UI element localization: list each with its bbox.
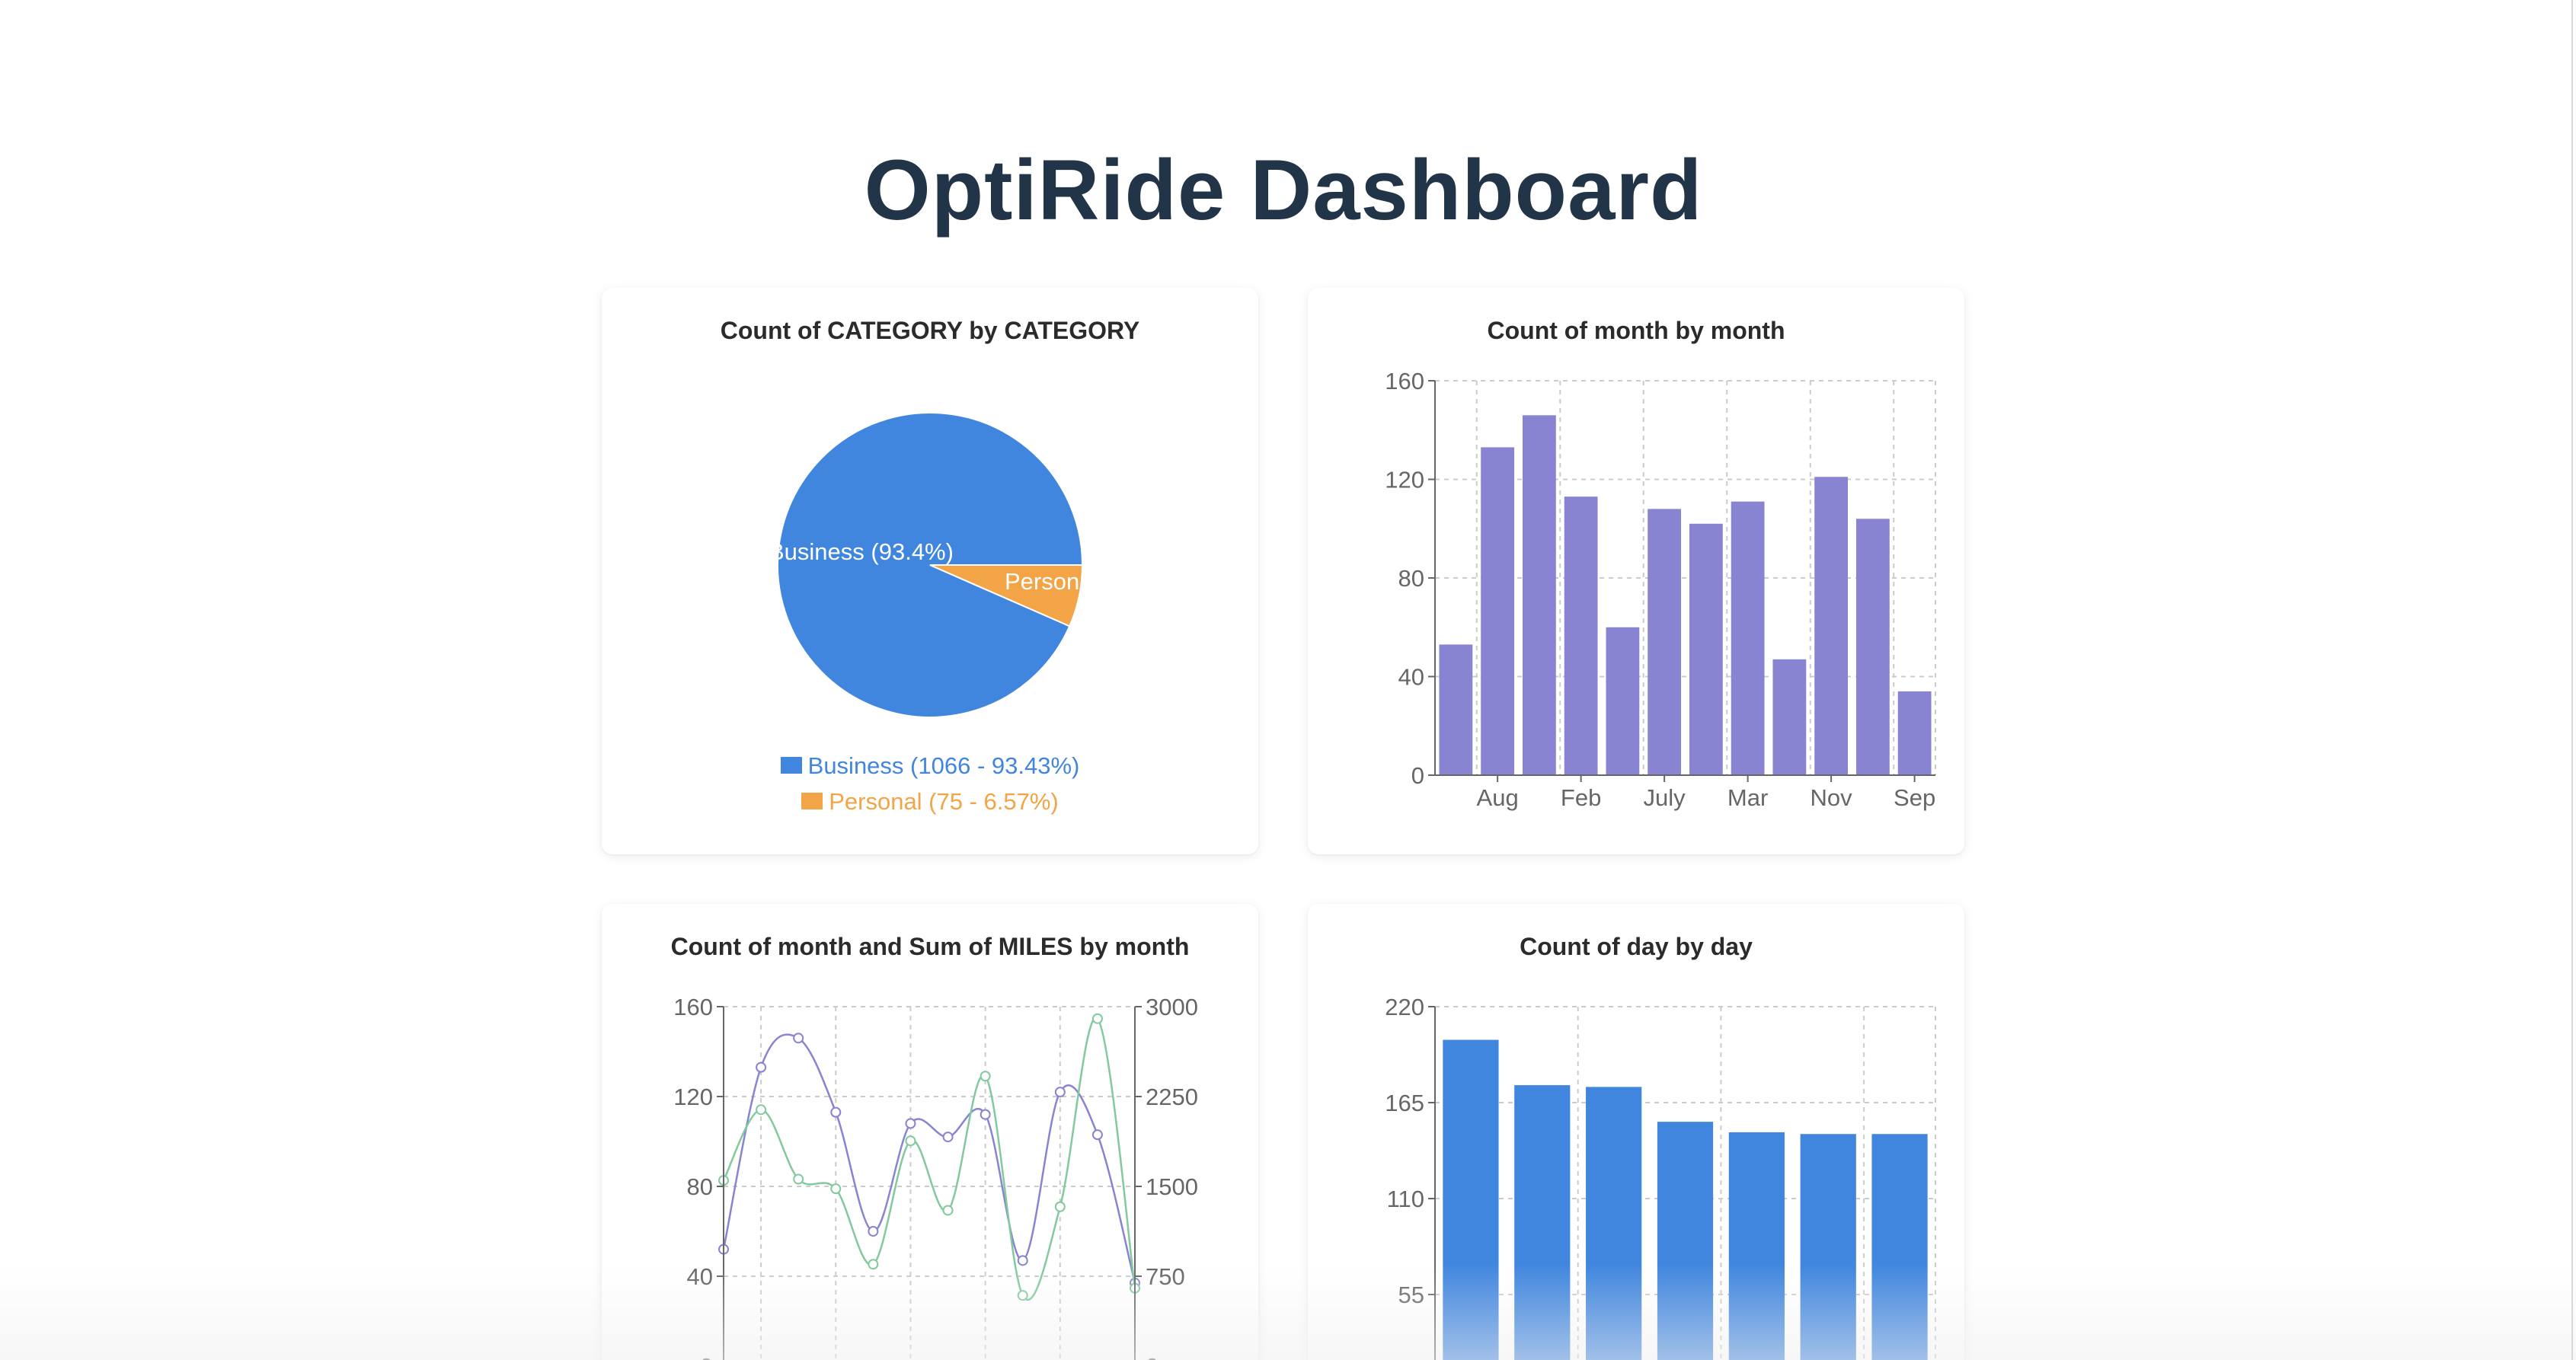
legend-item-business[interactable]: Business (1066 - 93.43%) bbox=[602, 748, 1258, 784]
y-tick-label: 0 bbox=[1411, 762, 1424, 789]
bar-Feb bbox=[1564, 496, 1598, 775]
pie-slice-personal bbox=[929, 564, 1084, 627]
bar-Dec bbox=[1522, 415, 1556, 775]
month-miles-line-chart: 0 40 80 120 160 0 750 1500 2250 3000 bbox=[673, 994, 1198, 1360]
category-pie-card: Count of CATEGORY by CATEGORY Business (… bbox=[602, 288, 1258, 854]
series-point-0 bbox=[1017, 1255, 1028, 1266]
y-tick-label-right: 3000 bbox=[1146, 994, 1198, 1020]
pie-slice-label-business: Business (93.4%) bbox=[769, 538, 954, 565]
series-line-0 bbox=[722, 1033, 1136, 1284]
series-point-1 bbox=[793, 1173, 804, 1185]
bar-Nov bbox=[1814, 477, 1849, 775]
y-tick-label-right: 750 bbox=[1146, 1263, 1185, 1290]
scrollbar-track[interactable] bbox=[2571, 0, 2573, 1360]
y-tick-label-left: 160 bbox=[673, 994, 713, 1020]
y-tick-label: 55 bbox=[1398, 1282, 1424, 1308]
legend-swatch-business bbox=[780, 756, 802, 774]
y-tick-label: 160 bbox=[1385, 368, 1424, 394]
y-tick-label-left: 0 bbox=[700, 1353, 713, 1360]
x-tick-label: Feb bbox=[1561, 784, 1601, 811]
chart-title: Count of month by month bbox=[1487, 317, 1785, 344]
bar-May bbox=[1772, 659, 1807, 775]
y-tick-label-left: 80 bbox=[687, 1173, 713, 1200]
series-point-1 bbox=[1054, 1201, 1066, 1212]
bar-d4 bbox=[1657, 1122, 1714, 1360]
series-point-0 bbox=[980, 1109, 991, 1120]
category-pie-chart: Business (93.4%) Personal (6.6%) bbox=[769, 412, 1174, 718]
bar-Jan bbox=[1439, 644, 1473, 775]
series-point-1 bbox=[868, 1259, 879, 1270]
x-tick-label: Aug bbox=[1477, 784, 1519, 811]
month-bar-card: Count of month by month 0 40 80 120 160 Aug Fe… bbox=[1308, 288, 1964, 854]
series-point-0 bbox=[1054, 1087, 1066, 1098]
series-point-0 bbox=[793, 1033, 804, 1044]
y-tick-label: 120 bbox=[1385, 467, 1424, 493]
y-tick-label-left: 120 bbox=[673, 1084, 713, 1110]
y-tick-label: 165 bbox=[1385, 1090, 1424, 1116]
bar-d2 bbox=[1514, 1085, 1571, 1360]
legend-label-personal: Personal (75 - 6.57%) bbox=[829, 788, 1059, 815]
page-title: OptiRide Dashboard bbox=[864, 142, 1703, 238]
chart-title: Count of CATEGORY by CATEGORY bbox=[720, 317, 1140, 344]
series-point-0 bbox=[756, 1062, 767, 1073]
series-point-1 bbox=[1017, 1290, 1028, 1301]
bar-d6 bbox=[1800, 1134, 1856, 1360]
series-point-1 bbox=[905, 1135, 916, 1147]
x-tick-label: July bbox=[1644, 784, 1686, 811]
series-point-0 bbox=[942, 1132, 954, 1143]
bar-d5 bbox=[1728, 1132, 1785, 1360]
chart-title: Count of day by day bbox=[1520, 933, 1753, 960]
series-point-1 bbox=[756, 1104, 767, 1116]
month-miles-line-card: Count of month and Sum of MILES by month… bbox=[602, 904, 1258, 1360]
x-tick-label: Nov bbox=[1811, 784, 1853, 811]
bar-d3 bbox=[1586, 1087, 1642, 1360]
pie-legend: Business (1066 - 93.43%) Personal (75 - … bbox=[602, 748, 1258, 819]
pie-slice-label-personal: Personal (6.6%) bbox=[1005, 568, 1174, 595]
bar-Mar bbox=[1731, 501, 1765, 775]
series-point-0 bbox=[868, 1226, 879, 1237]
x-tick-label: Mar bbox=[1727, 784, 1768, 811]
bar-Oct bbox=[1855, 519, 1890, 775]
y-tick-label-right: 0 bbox=[1146, 1353, 1159, 1360]
series-point-0 bbox=[830, 1106, 842, 1118]
bar-July bbox=[1648, 509, 1682, 775]
series-point-0 bbox=[1091, 1129, 1103, 1141]
y-tick-label-left: 40 bbox=[687, 1263, 713, 1290]
legend-label-business: Business (1066 - 93.43%) bbox=[807, 752, 1080, 779]
series-line-1 bbox=[722, 1017, 1136, 1301]
y-tick-label: 220 bbox=[1385, 994, 1424, 1020]
y-tick-label: 110 bbox=[1387, 1186, 1424, 1212]
bar-d7 bbox=[1871, 1134, 1928, 1360]
bar-Jun bbox=[1606, 627, 1640, 775]
legend-item-personal[interactable]: Personal (75 - 6.57%) bbox=[602, 784, 1258, 819]
day-bar-chart: 055110165220 bbox=[1385, 994, 1936, 1360]
bar-Apr bbox=[1689, 523, 1723, 775]
y-tick-label: 40 bbox=[1398, 664, 1424, 691]
y-tick-label-right: 1500 bbox=[1146, 1173, 1198, 1200]
series-point-1 bbox=[1091, 1013, 1103, 1024]
x-tick-label: Sep bbox=[1894, 784, 1935, 811]
series-point-1 bbox=[942, 1205, 954, 1216]
y-tick-label-right: 2250 bbox=[1146, 1084, 1198, 1110]
pie-labels: Business (93.4%) Personal (6.6%) bbox=[769, 538, 1174, 595]
y-tick-label: 80 bbox=[1398, 565, 1424, 592]
bar-Aug bbox=[1481, 447, 1515, 775]
series-point-1 bbox=[830, 1183, 842, 1195]
chart-title: Count of month and Sum of MILES by month bbox=[670, 933, 1190, 960]
bottom-fade bbox=[0, 1264, 2576, 1360]
legend-swatch-personal bbox=[801, 792, 823, 809]
day-bar-card: Count of day by day 055110165220 bbox=[1308, 904, 1964, 1360]
series-point-1 bbox=[980, 1071, 991, 1082]
bar-Sep bbox=[1897, 691, 1932, 775]
bar-d1 bbox=[1443, 1039, 1499, 1360]
series-point-0 bbox=[905, 1118, 916, 1129]
month-bar-chart: 0 40 80 120 160 Aug Feb July Mar Nov Sep bbox=[1385, 368, 1936, 811]
